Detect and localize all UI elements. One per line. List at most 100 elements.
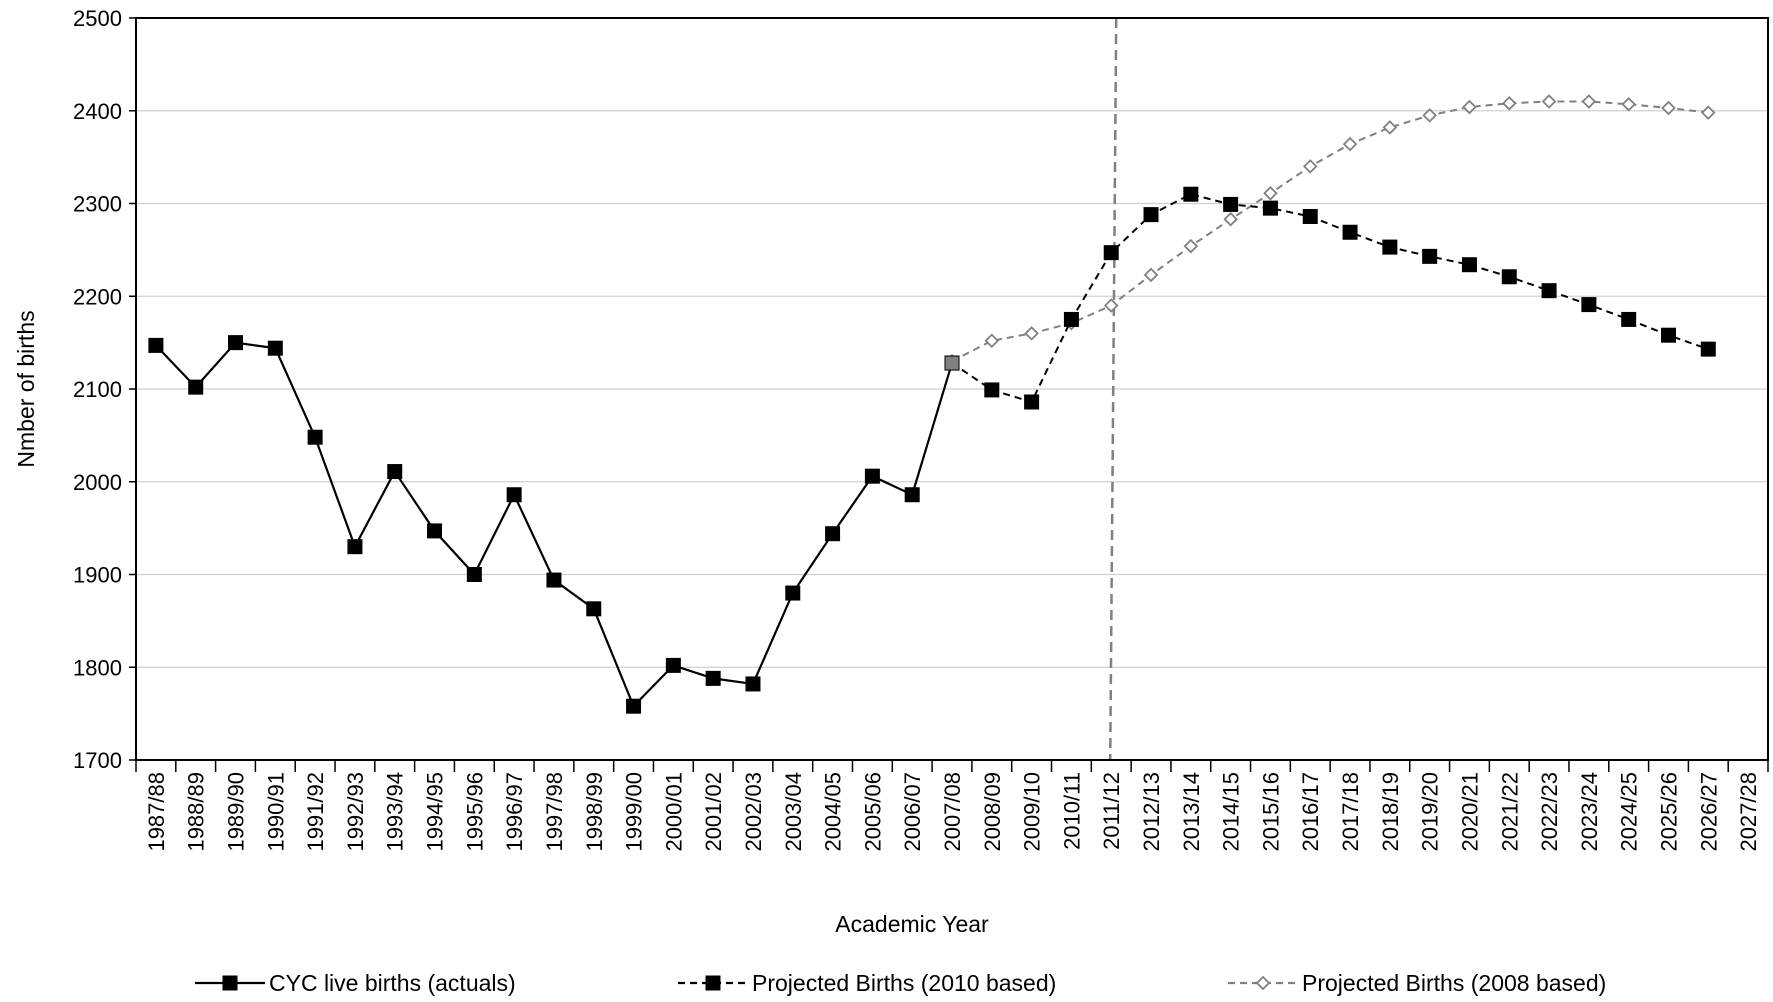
data-point <box>1223 211 1238 227</box>
x-axis-ticks: 1987/88 1988/89 1989/90 1990/91 1991/92 1992/… <box>135 760 1769 852</box>
x-tick-label: 1991/92 <box>303 772 328 852</box>
data-point <box>1342 224 1358 240</box>
data-point <box>944 355 960 371</box>
x-tick-label: 2004/05 <box>821 772 846 852</box>
x-tick-label: 2011/12 <box>1099 772 1124 850</box>
x-tick-label: 1992/93 <box>343 772 368 852</box>
data-point <box>267 340 283 356</box>
data-point <box>1143 267 1159 283</box>
data-point <box>1024 326 1039 341</box>
data-point <box>825 526 841 542</box>
data-point <box>1461 257 1477 273</box>
data-point <box>1541 94 1557 109</box>
gridlines <box>136 110 1768 668</box>
data-point <box>665 657 681 673</box>
data-point <box>1700 341 1716 357</box>
x-tick-label: 2005/06 <box>860 772 885 852</box>
data-point <box>1302 159 1318 174</box>
data-point <box>387 464 403 480</box>
y-tick-label: 2200 <box>73 284 122 309</box>
y-tick-label: 1800 <box>73 655 122 680</box>
x-tick-label: 2010/11 <box>1059 772 1084 850</box>
y-axis-ticks: 1700 1800 1900 2000 2100 2200 2300 2400 2500 <box>73 6 136 773</box>
legend-label: Projected Births (2008 based) <box>1302 970 1606 996</box>
x-tick-label: 1997/98 <box>542 772 567 852</box>
x-tick-label: 2008/09 <box>980 772 1005 852</box>
x-tick-label: 2015/16 <box>1258 772 1283 852</box>
data-point <box>1422 248 1438 264</box>
data-point <box>1024 394 1040 410</box>
data-point <box>785 585 801 601</box>
data-point <box>347 539 363 555</box>
data-point <box>148 337 164 353</box>
x-tick-label: 1996/97 <box>502 772 527 852</box>
y-tick-label: 1900 <box>73 563 122 588</box>
x-tick-label: 2017/18 <box>1338 772 1363 852</box>
data-point <box>1660 327 1676 343</box>
reference-dashed-line <box>1108 17 1118 761</box>
x-tick-label: 2027/28 <box>1736 772 1761 852</box>
x-tick-label: 2020/21 <box>1457 772 1482 852</box>
x-tick-label: 2016/17 <box>1298 772 1323 852</box>
legend-label: Projected Births (2010 based) <box>752 970 1056 996</box>
x-tick-label: 2001/02 <box>701 772 726 852</box>
x-tick-label: 1987/88 <box>144 772 169 852</box>
data-point <box>1701 105 1716 120</box>
x-tick-label: 1999/00 <box>622 772 647 852</box>
data-point <box>1541 283 1557 299</box>
data-point <box>1621 96 1636 112</box>
y-tick-label: 1700 <box>73 748 122 773</box>
data-point <box>307 429 323 445</box>
data-point <box>1063 311 1079 327</box>
data-point <box>984 333 1000 349</box>
data-point <box>1262 200 1278 216</box>
x-tick-label: 2002/03 <box>741 772 766 852</box>
x-tick-label: 1988/89 <box>184 772 209 852</box>
legend-item-0: CYC live births (actuals) <box>195 970 516 996</box>
x-tick-label: 1995/96 <box>462 772 487 852</box>
x-tick-label: 2014/15 <box>1219 772 1244 852</box>
x-tick-label: 2013/14 <box>1179 772 1204 852</box>
data-point <box>188 379 204 395</box>
data-point <box>1103 245 1119 261</box>
data-point <box>1422 108 1437 123</box>
x-tick-label: 2022/23 <box>1537 772 1562 852</box>
data-point <box>1302 208 1318 224</box>
data-point <box>546 572 562 588</box>
data-point <box>1103 298 1119 313</box>
data-point <box>1382 120 1398 135</box>
x-tick-label: 1989/90 <box>224 772 249 852</box>
data-point <box>1183 238 1199 254</box>
x-tick-label: 2019/20 <box>1418 772 1443 852</box>
series-line <box>951 193 1709 404</box>
legend-item-2: Projected Births (2008 based) <box>1228 970 1606 996</box>
x-tick-label: 1998/99 <box>582 772 607 852</box>
series-0 <box>148 335 960 714</box>
x-tick-label: 1990/91 <box>263 772 288 852</box>
data-point <box>1501 96 1517 111</box>
data-point <box>222 975 238 991</box>
data-point <box>506 487 522 503</box>
data-point <box>427 523 443 539</box>
y-tick-label: 2400 <box>73 99 122 124</box>
x-tick-label: 2006/07 <box>900 772 925 852</box>
data-point <box>1382 239 1398 255</box>
data-point <box>705 670 721 686</box>
x-tick-label: 2018/19 <box>1378 772 1403 852</box>
data-point <box>984 382 1000 398</box>
series-1 <box>944 186 1716 410</box>
data-point <box>1462 99 1477 115</box>
data-point <box>1183 186 1199 202</box>
x-tick-label: 2023/24 <box>1577 772 1602 852</box>
data-point <box>466 567 482 582</box>
x-tick-label: 1994/95 <box>423 772 448 852</box>
x-tick-label: 2021/22 <box>1497 772 1522 852</box>
data-point <box>1223 196 1239 212</box>
data-point <box>864 468 880 484</box>
legend-item-1: Projected Births (2010 based) <box>678 970 1056 996</box>
data-point <box>1501 269 1517 285</box>
data-point <box>1342 136 1358 152</box>
x-tick-label: 2000/01 <box>661 772 686 852</box>
